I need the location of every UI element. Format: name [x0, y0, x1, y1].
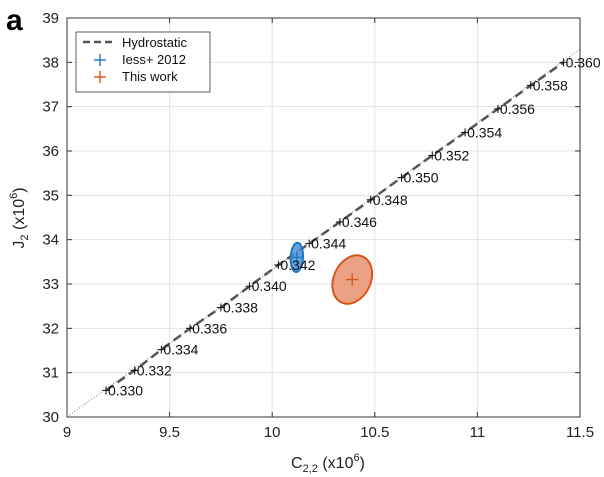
x-tick-label: 11.5: [566, 424, 594, 441]
hydrostatic-series: [101, 58, 568, 395]
hydrostatic-marker: [366, 195, 375, 204]
hydrostatic-marker: [493, 104, 502, 113]
point-label: 0.354: [467, 124, 502, 140]
legend-hydrostatic-label: Hydrostatic: [122, 35, 188, 50]
y-tick-label: 39: [42, 10, 59, 27]
hydrostatic-marker: [216, 303, 225, 312]
iess-2012-marker: [290, 251, 303, 264]
uncertainty-ellipses: [289, 241, 374, 305]
point-label: 0.340: [252, 278, 287, 294]
x-axis-label-unit-sup: 6: [353, 452, 359, 464]
point-label: 0.336: [192, 320, 227, 336]
point-annotations: 0.330 0.332 0.334 0.336 0.338 0.340 0.342 0.344…: [108, 54, 601, 398]
hydrostatic-marker: [245, 282, 254, 291]
legend-iess-label: Iess+ 2012: [122, 52, 186, 67]
legend: Hydrostatic Iess+ 2012 This work: [75, 31, 211, 93]
x-tick-label: 10: [264, 424, 281, 441]
y-axis-label-main: J: [11, 241, 28, 249]
hydrostatic-marker: [461, 128, 470, 137]
point-label: 0.350: [403, 170, 438, 186]
this-work-marker: [346, 273, 359, 286]
x-tick-label: 10.5: [360, 424, 389, 441]
x-axis-label-unit-end: ): [360, 455, 365, 472]
point-label: 0.342: [280, 257, 315, 273]
hydrostatic-marker: [274, 260, 283, 269]
panel-label: a: [6, 4, 23, 37]
point-label: 0.348: [373, 192, 408, 208]
hydrostatic-marker: [101, 386, 110, 395]
hydrostatic-marker: [526, 81, 535, 90]
hydrostatic-marker: [157, 345, 166, 354]
point-label: 0.332: [137, 362, 172, 378]
plot-frame: [66, 17, 581, 418]
tick-labels: 9 9.5 10 10.5 11 11.5 30 31 32 33 34 35 36 37 38 39: [42, 10, 594, 441]
axes: [66, 17, 581, 418]
point-label: 0.360: [566, 54, 601, 70]
hydrostatic-marker: [130, 366, 139, 375]
x-tick-label: 11: [470, 424, 486, 441]
point-label: 0.338: [223, 299, 258, 315]
x-axis-label: C2,2 (x106): [291, 452, 365, 475]
hydrostatic-line: [105, 61, 565, 392]
hydrostatic-marker: [428, 151, 437, 160]
y-tick-label: 33: [42, 276, 59, 293]
y-axis-label: J2 (x106): [8, 187, 31, 248]
y-axis-label-sub: 2: [19, 234, 31, 240]
legend-this-work-swatch: [94, 71, 106, 83]
legend-iess-swatch: [94, 54, 106, 66]
x-axis-label-sub: 2,2: [303, 463, 318, 475]
y-tick-label: 32: [42, 320, 59, 337]
y-tick-label: 30: [42, 409, 59, 426]
x-tick-label: 9: [63, 424, 71, 441]
point-label: 0.346: [342, 214, 377, 230]
point-label: 0.352: [434, 147, 469, 163]
point-label: 0.334: [163, 342, 198, 358]
y-tick-label: 35: [42, 187, 59, 204]
hydrostatic-marker: [397, 173, 406, 182]
y-tick-label: 37: [42, 99, 59, 116]
y-axis-label-unit-end: ): [11, 187, 28, 192]
hydrostatic-marker: [305, 239, 314, 248]
legend-this-work-label: This work: [122, 69, 178, 84]
point-label: 0.344: [311, 236, 346, 252]
point-label: 0.358: [533, 77, 568, 93]
y-tick-label: 34: [42, 232, 59, 249]
y-tick-label: 31: [42, 365, 59, 382]
point-label: 0.330: [108, 382, 143, 398]
hydrostatic-marker: [335, 217, 344, 226]
y-axis-label-unit-sup: 6: [8, 193, 20, 199]
hydrostatic-marker: [186, 324, 195, 333]
hydrostatic-marker: [559, 58, 568, 67]
y-axis-label-unit: (x10: [11, 199, 28, 235]
y-tick-label: 36: [42, 143, 59, 160]
x-axis-label-unit: (x10: [318, 455, 354, 472]
x-axis-label-main: C: [291, 455, 303, 472]
y-tick-label: 38: [42, 54, 59, 71]
point-label: 0.356: [500, 101, 535, 117]
x-tick-label: 9.5: [159, 424, 180, 441]
